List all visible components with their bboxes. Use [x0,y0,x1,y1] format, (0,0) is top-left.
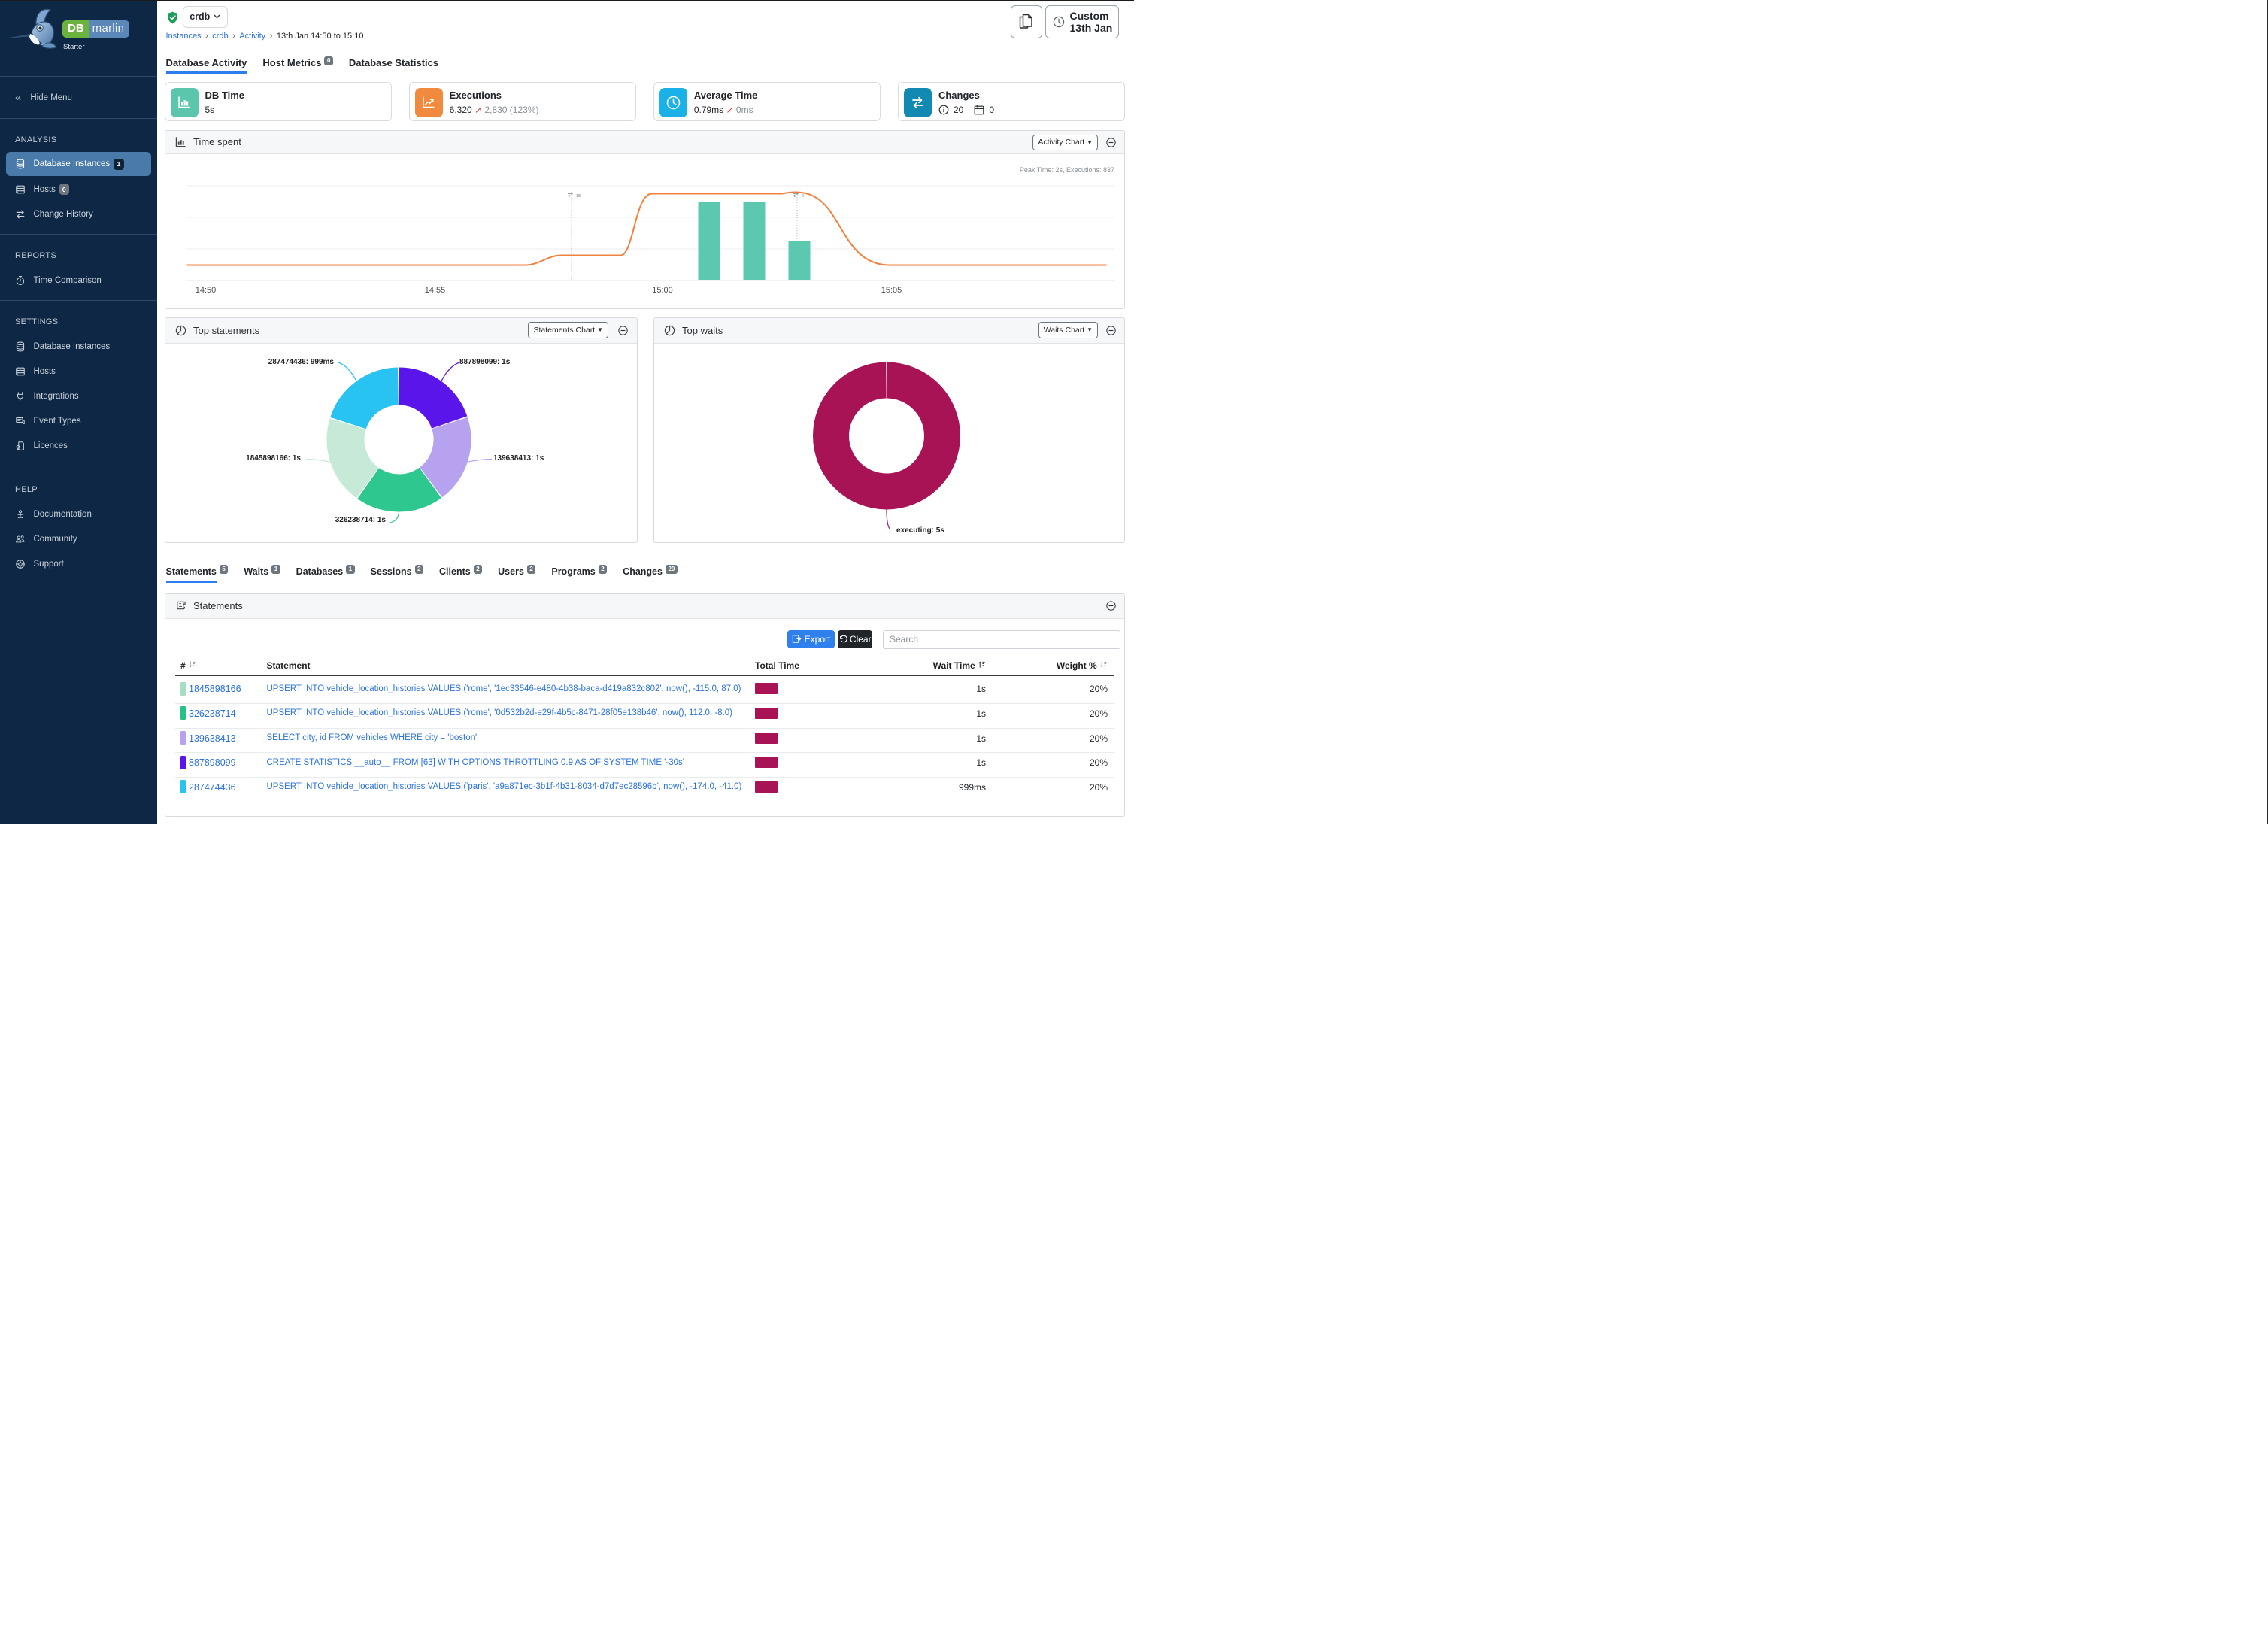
svg-text:2: 2 [802,194,804,199]
svg-text:14:50: 14:50 [195,286,216,295]
svg-text:Peak Time: 2s, Executions: 837: Peak Time: 2s, Executions: 837 [1019,166,1114,174]
svg-text:15:05: 15:05 [881,286,902,295]
svg-text:14:55: 14:55 [424,286,445,295]
svg-text:15:00: 15:00 [652,286,673,295]
svg-text:18: 18 [576,194,581,199]
